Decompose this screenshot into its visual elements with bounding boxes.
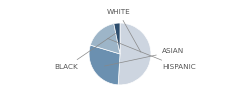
Wedge shape	[90, 24, 120, 54]
Wedge shape	[114, 23, 120, 54]
Wedge shape	[118, 23, 151, 85]
Text: WHITE: WHITE	[107, 9, 141, 52]
Text: HISPANIC: HISPANIC	[108, 38, 196, 70]
Text: ASIAN: ASIAN	[104, 48, 184, 66]
Wedge shape	[89, 45, 120, 85]
Text: BLACK: BLACK	[54, 33, 116, 70]
